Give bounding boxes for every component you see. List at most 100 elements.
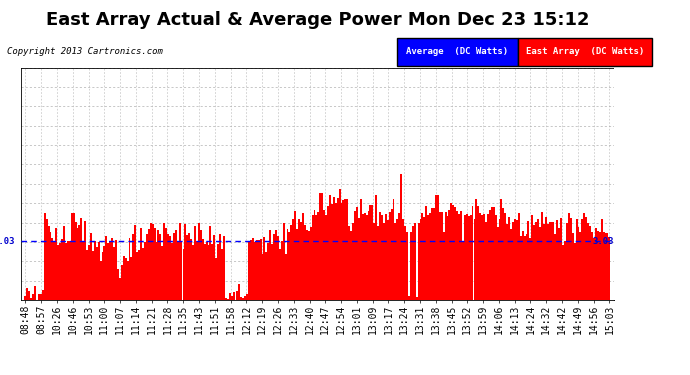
- Bar: [541, 213, 543, 300]
- Bar: [38, 294, 40, 300]
- Bar: [335, 203, 337, 300]
- Bar: [339, 189, 341, 300]
- Bar: [194, 226, 196, 300]
- Bar: [539, 227, 541, 300]
- Bar: [495, 216, 497, 300]
- Bar: [123, 256, 125, 300]
- Bar: [181, 241, 182, 300]
- Bar: [155, 242, 157, 300]
- Bar: [327, 206, 329, 300]
- Bar: [558, 228, 560, 300]
- Bar: [477, 206, 480, 300]
- Bar: [104, 246, 106, 300]
- Bar: [230, 296, 233, 300]
- Text: 3.03: 3.03: [593, 237, 614, 246]
- Bar: [546, 224, 549, 300]
- Text: East Array  (DC Watts): East Array (DC Watts): [526, 47, 644, 56]
- Bar: [262, 254, 264, 300]
- Bar: [86, 250, 88, 300]
- Bar: [470, 215, 471, 300]
- Bar: [420, 219, 422, 300]
- Bar: [30, 298, 32, 300]
- Bar: [485, 222, 487, 300]
- Bar: [560, 218, 562, 300]
- Bar: [80, 218, 82, 300]
- Bar: [77, 228, 79, 300]
- Bar: [28, 291, 30, 300]
- Bar: [514, 219, 516, 300]
- Bar: [417, 222, 420, 300]
- Bar: [522, 231, 524, 300]
- Bar: [225, 298, 227, 300]
- Bar: [456, 211, 458, 300]
- Bar: [290, 225, 293, 300]
- Bar: [208, 246, 210, 300]
- Bar: [512, 222, 514, 300]
- Bar: [368, 211, 369, 300]
- Bar: [57, 245, 59, 300]
- Bar: [458, 214, 460, 300]
- Bar: [119, 278, 121, 300]
- Bar: [427, 215, 429, 300]
- Bar: [573, 243, 575, 300]
- Bar: [24, 297, 26, 300]
- Bar: [397, 219, 398, 300]
- Bar: [113, 247, 115, 300]
- Bar: [55, 228, 57, 300]
- Bar: [179, 223, 181, 300]
- Bar: [223, 236, 225, 300]
- Bar: [582, 219, 583, 300]
- Bar: [402, 219, 404, 300]
- Bar: [364, 213, 366, 300]
- Bar: [75, 222, 77, 300]
- Bar: [319, 194, 322, 300]
- Bar: [221, 249, 223, 300]
- Bar: [597, 231, 599, 300]
- Bar: [333, 197, 335, 300]
- Bar: [553, 222, 555, 300]
- Bar: [443, 232, 444, 300]
- Bar: [599, 232, 601, 300]
- Bar: [173, 232, 175, 300]
- Bar: [377, 225, 379, 300]
- Bar: [388, 212, 391, 300]
- Bar: [90, 233, 92, 300]
- Bar: [352, 223, 354, 300]
- Bar: [578, 227, 580, 300]
- Bar: [256, 240, 257, 300]
- Bar: [451, 203, 453, 300]
- Bar: [32, 294, 34, 300]
- Bar: [315, 215, 317, 300]
- Bar: [46, 219, 48, 300]
- Bar: [217, 244, 219, 300]
- Bar: [204, 244, 206, 300]
- Bar: [240, 297, 242, 300]
- Bar: [53, 242, 55, 300]
- Bar: [483, 214, 485, 300]
- Bar: [322, 194, 323, 300]
- Text: Copyright 2013 Cartronics.com: Copyright 2013 Cartronics.com: [7, 47, 163, 56]
- Bar: [269, 230, 271, 300]
- Bar: [454, 207, 456, 300]
- Bar: [422, 213, 424, 300]
- Bar: [391, 209, 393, 300]
- Bar: [410, 232, 412, 300]
- Bar: [161, 246, 164, 300]
- Bar: [259, 238, 262, 300]
- Bar: [188, 233, 190, 300]
- Bar: [385, 213, 387, 300]
- Bar: [448, 210, 451, 300]
- Bar: [466, 214, 468, 300]
- Bar: [244, 296, 246, 300]
- Bar: [356, 207, 358, 300]
- Bar: [26, 288, 28, 300]
- Bar: [252, 238, 254, 300]
- Bar: [264, 237, 266, 300]
- Bar: [215, 258, 217, 300]
- Bar: [219, 234, 221, 300]
- Bar: [354, 211, 356, 300]
- Bar: [186, 236, 188, 300]
- Bar: [273, 234, 275, 300]
- Bar: [337, 198, 339, 300]
- Bar: [109, 242, 111, 300]
